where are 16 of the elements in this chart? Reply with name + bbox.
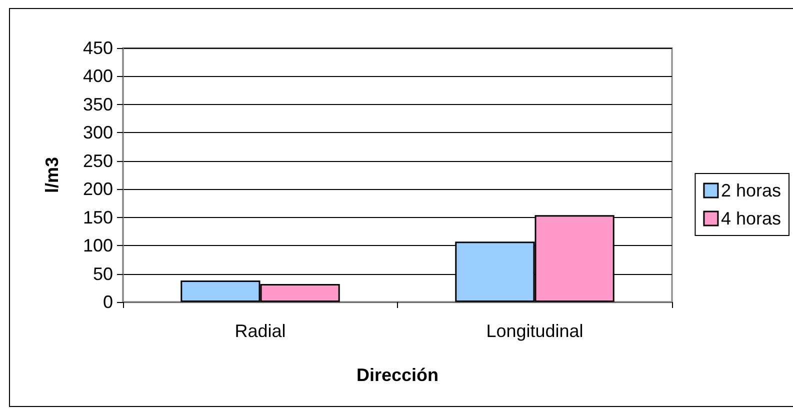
legend-label: 2 horas [720,180,782,200]
y-tick-label: 200 [82,179,113,200]
legend-label: 4 horas [720,208,782,228]
x-tick-label: Longitudinal [486,321,584,341]
y-tick-label: 50 [92,264,113,284]
y-tick-label: 300 [82,122,113,143]
y-tick-label: 150 [82,207,113,228]
y-tick-label: 250 [82,150,113,171]
x-tick-label: Radial [234,321,286,341]
y-tick-label: 0 [102,292,113,312]
y-axis-title: l/m3 [42,156,62,194]
y-tick-label: 400 [82,66,113,86]
y-tick-label: 350 [82,94,113,114]
y-tick-label: 450 [82,38,113,58]
y-tick-label: 100 [82,236,113,256]
x-axis-title: Dirección [356,365,439,385]
